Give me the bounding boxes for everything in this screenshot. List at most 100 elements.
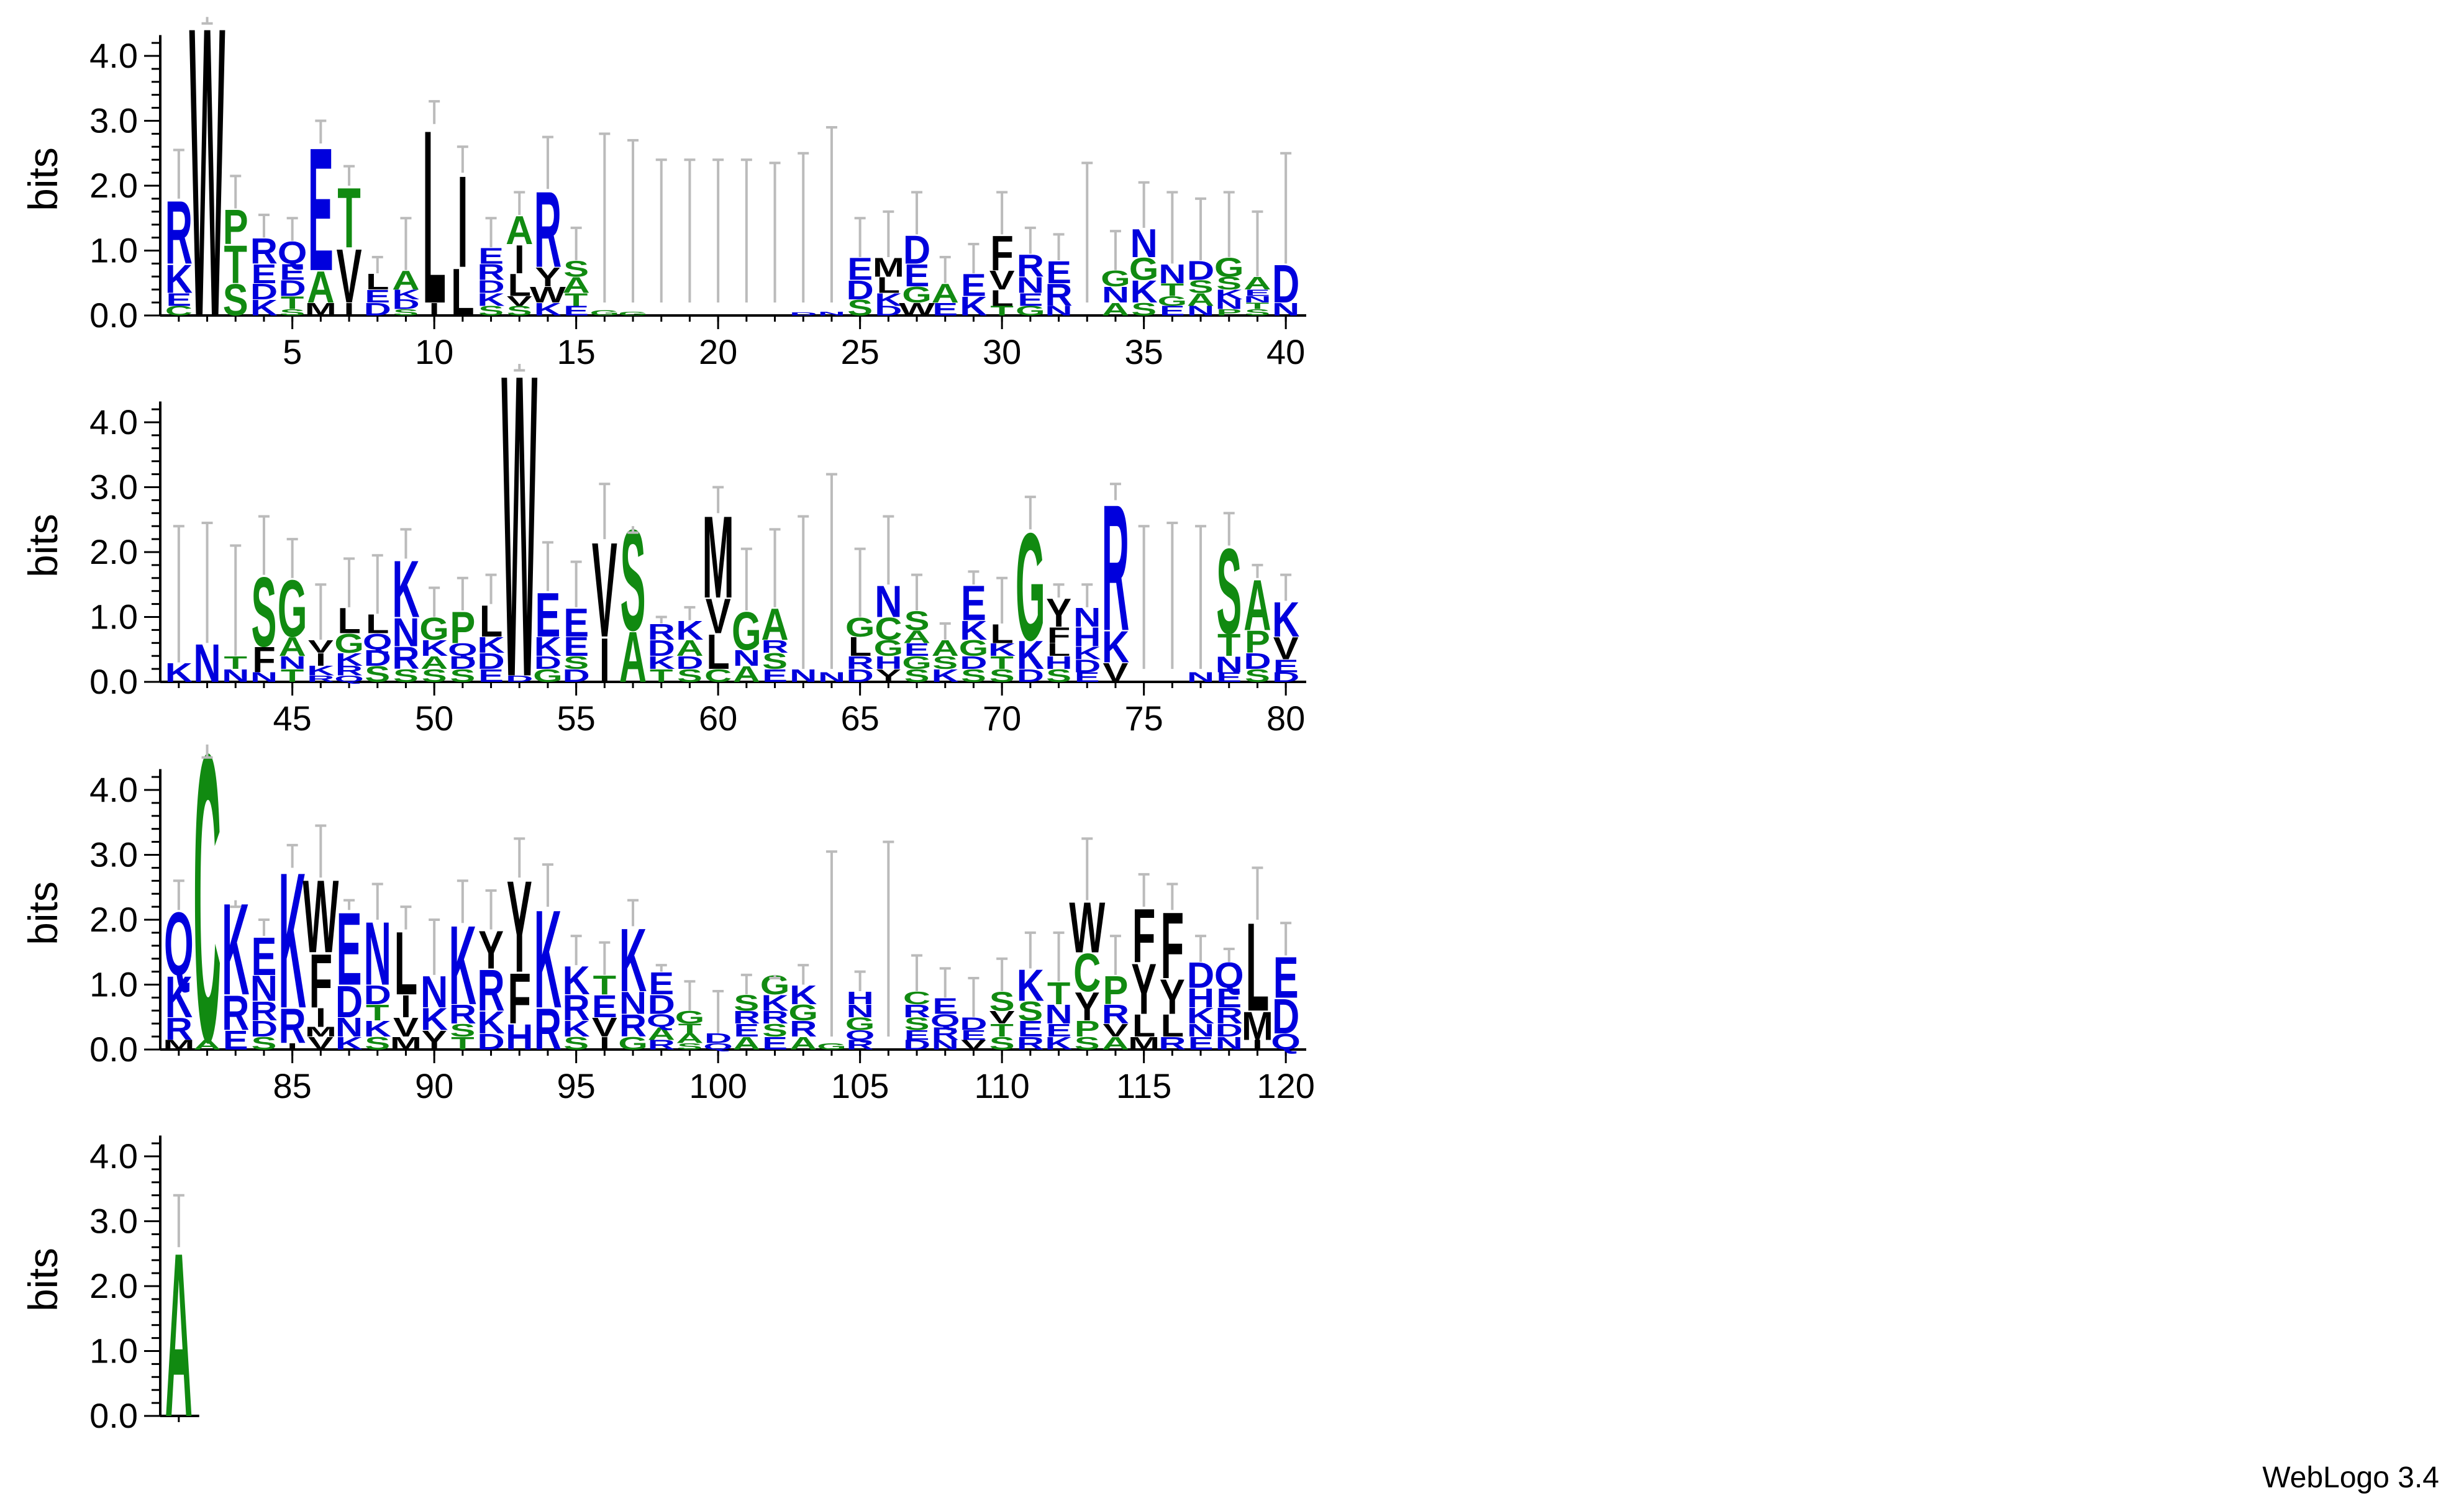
- y-tick-label: 0.0: [89, 662, 138, 701]
- logo-letter-E: E: [1017, 290, 1043, 310]
- logo-letter-R: R: [733, 1008, 760, 1028]
- logo-letter-L: L: [877, 272, 900, 297]
- y-tick-label: 3.0: [89, 101, 138, 140]
- logo-letter-I: I: [316, 650, 326, 669]
- y-tick-label: 3.0: [89, 468, 138, 507]
- logo-letter-H: H: [875, 653, 902, 673]
- y-tick-label: 4.0: [89, 770, 138, 809]
- logo-letter-W: W: [189, 0, 225, 404]
- logo-letter-R: R: [563, 987, 590, 1028]
- x-tick-label: 75: [1125, 699, 1163, 738]
- logo-letter-L: L: [848, 632, 871, 662]
- logo-letter-D: D: [477, 277, 504, 297]
- logo-letter-S: S: [422, 666, 447, 686]
- logo-letter-A: A: [733, 661, 760, 687]
- weblogo-version: WebLogo 3.4: [2262, 1461, 2439, 1494]
- x-tick-label: 90: [415, 1066, 453, 1105]
- logo-letter-Y: Y: [1160, 970, 1185, 1025]
- logo-letter-K: K: [165, 964, 193, 1030]
- logo-letter-N: N: [1102, 282, 1129, 307]
- logo-letter-D: D: [903, 228, 930, 273]
- logo-letter-L: L: [337, 601, 360, 641]
- logo-letter-D: D: [506, 674, 533, 684]
- logo-letter-K: K: [534, 881, 561, 1037]
- y-tick-label: 4.0: [89, 36, 138, 75]
- logo-letter-R: R: [534, 169, 561, 290]
- logo-letter-E: E: [734, 1021, 759, 1041]
- logo-letter-K: K: [1045, 1034, 1073, 1054]
- logo-letter-M: M: [702, 491, 734, 622]
- x-tick-label: 70: [983, 699, 1021, 738]
- logo-letter-Y: Y: [876, 666, 901, 686]
- logo-letter-V: V: [989, 1008, 1015, 1028]
- logo-letter-M: M: [1242, 1004, 1273, 1049]
- logo-letter-S: S: [450, 666, 475, 686]
- logo-letter-S: S: [1245, 666, 1270, 686]
- logo-letter-M: M: [305, 1024, 337, 1040]
- logo-letter-D: D: [250, 1016, 278, 1041]
- logo-letter-S: S: [989, 1034, 1015, 1054]
- logo-letter-G: G: [1158, 293, 1188, 309]
- logo-letter-D: D: [847, 666, 874, 686]
- logo-letter-N: N: [1187, 303, 1214, 319]
- logo-letter-E: E: [904, 1027, 930, 1043]
- logo-letter-N: N: [1216, 1034, 1243, 1054]
- logo-letter-A: A: [932, 279, 959, 309]
- logo-letter-S: S: [563, 1034, 589, 1054]
- logo-letter-R: R: [1102, 468, 1129, 669]
- logo-letter-L: L: [1161, 1008, 1184, 1043]
- logo-letter-I: I: [457, 149, 468, 295]
- logo-letter-V: V: [592, 1013, 618, 1043]
- logo-letter-N: N: [1216, 297, 1243, 312]
- logo-letter-V: V: [706, 589, 731, 645]
- y-axis-label: bits: [20, 881, 66, 945]
- y-tick-label: 1.0: [89, 965, 138, 1004]
- logo-letter-R: R: [1158, 1034, 1186, 1054]
- logo-letter-R: R: [165, 182, 193, 283]
- logo-letter-N: N: [1017, 272, 1044, 297]
- logo-letter-V: V: [989, 266, 1016, 296]
- logo-letter-V: V: [1273, 630, 1299, 666]
- x-tick-label: 110: [975, 1066, 1030, 1105]
- logo-letter-K: K: [619, 909, 647, 1010]
- logo-letter-E: E: [251, 926, 276, 986]
- logo-letter-S: S: [1216, 274, 1242, 294]
- logo-letter-D: D: [1187, 955, 1214, 995]
- logo-letter-R: R: [165, 1011, 193, 1046]
- logo-letter-A: A: [307, 262, 334, 312]
- logo-letter-I: I: [599, 625, 610, 696]
- logo-letter-S: S: [847, 295, 873, 320]
- logo-letter-S: S: [904, 606, 930, 636]
- logo-letter-I: I: [316, 1003, 326, 1033]
- logo-letter-R: R: [250, 231, 278, 271]
- logo-letter-S: S: [989, 666, 1015, 686]
- y-axis-label: bits: [20, 147, 66, 211]
- logo-letter-M: M: [873, 253, 904, 283]
- x-tick-label: 15: [557, 332, 596, 371]
- logo-letter-R: R: [648, 1037, 675, 1053]
- logo-letter-G: G: [334, 628, 364, 658]
- x-tick-label: 60: [699, 699, 737, 738]
- logo-letter-E: E: [308, 112, 334, 308]
- logo-letter-P: P: [223, 200, 248, 255]
- logo-letter-S: S: [961, 666, 986, 686]
- logo-letter-E: E: [252, 259, 277, 289]
- logo-letter-D: D: [563, 666, 590, 686]
- logo-letter-Q: Q: [1214, 955, 1244, 995]
- logo-letter-N: N: [875, 577, 902, 627]
- x-tick-label: 80: [1266, 699, 1305, 738]
- logo-letter-K: K: [761, 990, 788, 1015]
- logo-letter-N: N: [364, 903, 391, 1004]
- logo-letter-K: K: [335, 1034, 363, 1054]
- logo-letter-N: N: [1272, 300, 1299, 320]
- logo-letter-I: I: [1252, 1037, 1263, 1053]
- y-tick-label: 3.0: [89, 835, 138, 874]
- logo-letter-L: L: [422, 78, 445, 355]
- logo-letter-L: L: [1246, 896, 1269, 1037]
- logo-letter-P: P: [1216, 307, 1242, 317]
- logo-letter-T: T: [1246, 301, 1269, 311]
- y-tick-label: 1.0: [89, 1331, 138, 1371]
- logo-letter-D: D: [1216, 1021, 1243, 1041]
- logo-letter-K: K: [534, 632, 561, 662]
